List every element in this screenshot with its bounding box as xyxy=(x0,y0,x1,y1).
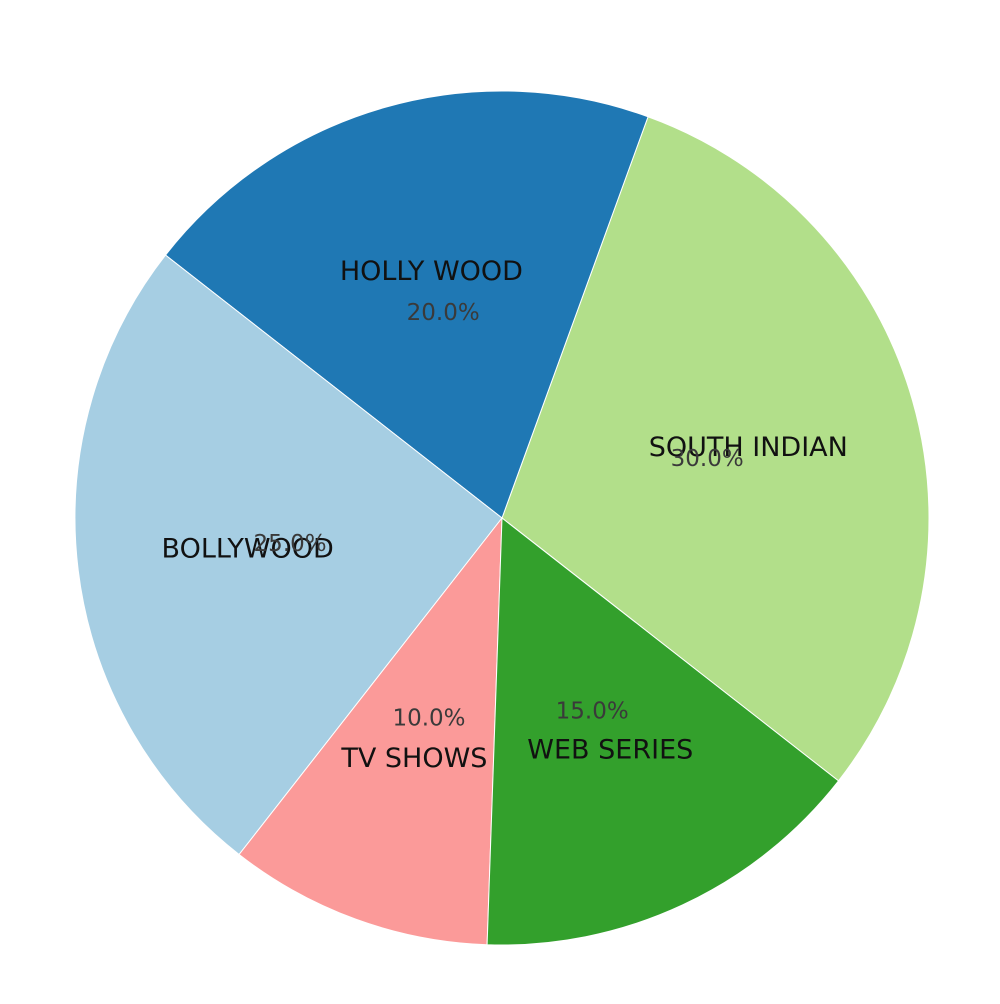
slice-percent-tv-shows: 10.0% xyxy=(392,706,465,732)
pie-slice-bollywood xyxy=(74,254,503,856)
slice-percent-holly-wood: 20.0% xyxy=(407,300,480,326)
pie-slice-web-series xyxy=(486,517,840,946)
slice-label-south-indian: SOUTH INDIAN xyxy=(649,432,848,463)
slice-label-tv-shows: TV SHOWS xyxy=(340,743,487,774)
slice-percent-south-indian: 30.0% xyxy=(671,446,744,472)
slice-label-bollywood: BOLLYWOOD xyxy=(162,534,334,565)
slice-percent-web-series: 15.0% xyxy=(556,699,629,725)
slice-label-web-series: WEB SERIES xyxy=(527,735,693,766)
slice-label-holly-wood: HOLLY WOOD xyxy=(340,256,523,287)
pie-slice-south-indian xyxy=(501,116,930,782)
pie-slice-holly-wood xyxy=(164,90,649,519)
slice-percent-bollywood: 25.0% xyxy=(254,531,327,557)
pie-slice-tv-shows xyxy=(238,516,503,946)
slices-layer xyxy=(74,90,930,946)
